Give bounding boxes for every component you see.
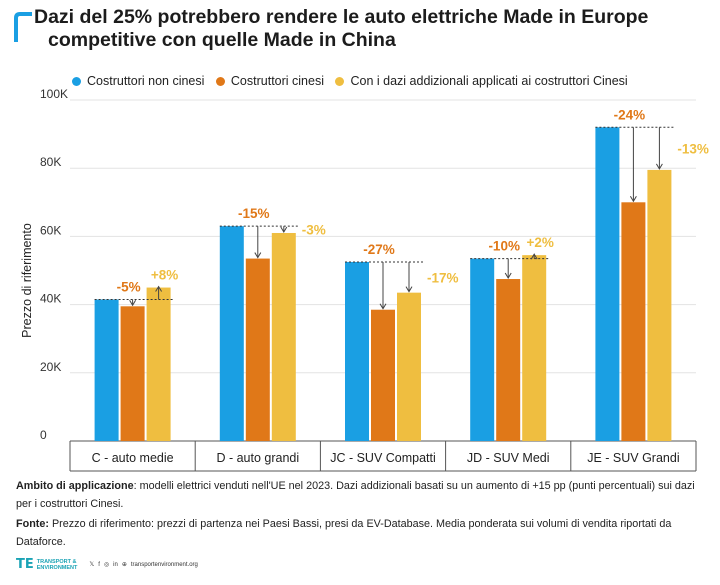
note-ambito-text: : modelli elettrici venduti nell'UE nel … [16,480,695,510]
notes: Ambito di applicazione: modelli elettric… [16,478,706,554]
bar [219,226,244,441]
pct-label-dazi: -13% [677,142,709,157]
bar [496,279,521,441]
bar [245,258,270,441]
pct-label-dazi: +2% [526,235,553,250]
y-tick-label: 20K [40,360,61,374]
bar-chart: 0 20K 40K 60K 80K 100K Prezzo di riferimento C … [20,88,709,472]
arrow-dazi-head [405,286,413,293]
bar [470,258,495,441]
note-fonte-label: Fonte: [16,518,49,530]
y-axis-label: Prezzo di riferimento [20,223,34,338]
note-ambito: Ambito di applicazione: modelli elettric… [16,478,706,513]
bar [271,232,296,441]
pct-label-dazi: +8% [151,268,178,283]
title-accent-icon [14,12,32,42]
instagram-icon[interactable]: ◎ [103,562,110,568]
pct-label-dazi: -17% [427,270,459,285]
x-tick-label: JE - SUV Grandi [587,451,679,465]
legend-item-non-cinesi: Costruttori non cinesi [72,74,204,88]
facebook-icon[interactable]: f [98,561,100,568]
y-tick-label: 0 [40,428,47,442]
bar [595,127,620,441]
legend: Costruttori non cinesi Costruttori cines… [72,74,636,89]
arrow-dazi-head [280,226,288,233]
arrow-dazi-head [655,163,663,170]
bar [120,306,145,441]
arrow-dazi-head [530,253,538,260]
bar [94,299,119,441]
note-ambito-label: Ambito di applicazione [16,480,134,492]
chart-title: Dazi del 25% potrebbero rendere le auto … [34,6,694,52]
website-link[interactable]: transportenvironment.org [130,561,198,568]
bar [621,202,646,441]
y-tick-label: 80K [40,155,61,169]
legend-label-cinesi: Costruttori cinesi [230,74,324,88]
x-tick-label: JC - SUV Compatti [330,451,436,465]
note-fonte: Fonte: Prezzo di riferimento: prezzi di … [16,516,706,551]
te-logo-name: TRANSPORT & ENVIRONMENT [37,559,78,571]
title-line-1: Dazi del 25% potrebbero rendere le auto … [34,6,649,28]
arrow-cinesi-head [254,252,262,259]
bar [371,309,395,441]
te-logo-line1: TRANSPORT & [36,558,77,565]
legend-item-cinesi: Costruttori cinesi [215,74,324,88]
legend-label-dazi: Con i dazi addizionali applicati ai cost… [350,74,628,88]
arrow-cinesi-head [629,196,637,203]
pct-label-dazi: -3% [302,223,326,238]
bar [146,287,171,441]
bar [345,261,369,441]
x-tick-label: JD - SUV Medi [467,451,550,465]
arrow-cinesi-head [379,303,387,310]
legend-item-dazi: Con i dazi addizionali applicati ai cost… [335,74,628,88]
y-tick-label: 40K [40,292,61,306]
legend-label-non-cinesi: Costruttori non cinesi [87,74,205,88]
pct-label-cinesi: -15% [238,206,270,221]
te-logo-line2: ENVIRONMENT [36,564,78,571]
arrow-dazi-head [155,285,163,292]
bar [397,292,421,441]
pct-label-cinesi: -5% [117,279,141,294]
bar [522,255,547,441]
legend-swatch-blue [72,76,81,86]
title-line-2: competitive con quelle Made in China [48,29,396,51]
social-links: 𝕏 f ◎ in ⊕ transportenvironment.org [89,561,198,569]
footer: TE TRANSPORT & ENVIRONMENT 𝕏 f ◎ in ⊕ tr… [16,557,198,572]
legend-swatch-yellow [335,76,345,86]
arrow-cinesi-head [504,272,512,279]
linkedin-icon[interactable]: in [113,561,118,568]
pct-label-cinesi: -10% [488,239,520,254]
y-tick-label: 60K [40,223,61,237]
legend-swatch-orange [215,76,225,86]
twitter-icon[interactable]: 𝕏 [89,562,95,568]
y-tick-label: 100K [40,88,68,101]
arrow-cinesi-head [129,300,137,307]
bar [647,169,672,441]
globe-icon[interactable]: ⊕ [121,562,127,568]
pct-label-cinesi: -24% [614,107,646,122]
x-tick-label: D - auto grandi [216,451,299,465]
te-logo-mark: TE [16,557,34,572]
pct-label-cinesi: -27% [363,242,395,257]
x-tick-label: C - auto medie [92,451,174,465]
note-fonte-text: Prezzo di riferimento: prezzi di partenz… [16,518,672,548]
